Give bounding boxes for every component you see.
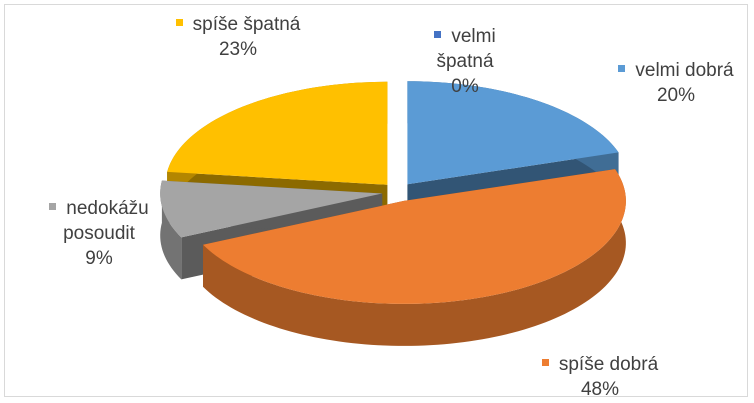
- category-label: velmi dobrá: [635, 60, 734, 81]
- legend-key: [49, 203, 57, 211]
- category-label: spíše dobrá: [558, 354, 659, 375]
- slice: [203, 169, 626, 346]
- category-label: nedokážu posoudit: [63, 198, 149, 244]
- slice-outer-wall: [203, 169, 626, 346]
- legend-key: [618, 65, 626, 73]
- data-label: spíše dobrá 48%: [500, 352, 700, 402]
- legend-key: [175, 19, 183, 27]
- value-label: 48%: [580, 379, 620, 400]
- slice-top: [407, 81, 619, 185]
- value-label: 9%: [85, 248, 113, 269]
- slice-outer-wall: [160, 180, 182, 280]
- slice-top: [203, 169, 626, 304]
- data-label: spíše špatná 23%: [168, 12, 308, 62]
- value-label: 20%: [656, 85, 696, 106]
- data-label: velmi dobrá 20%: [596, 58, 754, 108]
- legend-key: [434, 31, 442, 39]
- chart-frame: [4, 4, 748, 397]
- data-label: velmi špatná 0%: [410, 24, 520, 99]
- value-label: 23%: [218, 39, 258, 60]
- slice-top: [167, 81, 388, 185]
- slice-top: [160, 180, 383, 238]
- legend-key: [541, 359, 549, 367]
- data-label: nedokážu posoudit 9%: [14, 196, 184, 271]
- value-label: 0%: [451, 76, 479, 97]
- category-label: spíše špatná: [192, 14, 301, 35]
- category-label: velmi špatná: [436, 26, 496, 72]
